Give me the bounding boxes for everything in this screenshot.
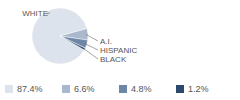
html-text:4.8%: 4.8% (131, 84, 152, 94)
svg-text:BLACK: BLACK (100, 55, 127, 64)
svg-text:A.I.: A.I. (100, 37, 112, 46)
html-text:6.6%: 6.6% (74, 84, 95, 94)
html-text:87.4%: 87.4% (17, 84, 43, 94)
svg-text:WHITE: WHITE (22, 9, 48, 18)
svg-text:HISPANIC: HISPANIC (100, 46, 137, 55)
html-text:1.2%: 1.2% (188, 84, 209, 94)
